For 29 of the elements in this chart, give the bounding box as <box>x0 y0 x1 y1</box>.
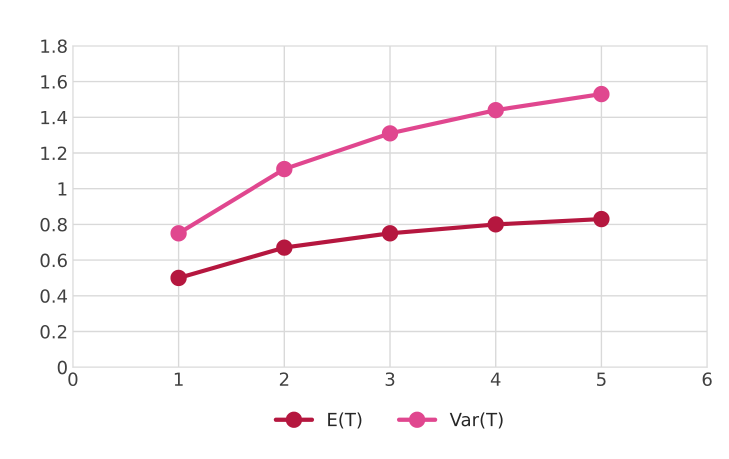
point <box>276 239 292 256</box>
point <box>170 270 187 286</box>
y-tick-label: 0.8 <box>40 218 67 232</box>
y-tick-label: 1.8 <box>41 39 67 54</box>
point <box>276 160 292 178</box>
y-tick-label: 1.4 <box>41 110 68 124</box>
x-tick-label: 6 <box>702 372 712 386</box>
x-tick-label: 1 <box>174 372 183 386</box>
y-tick-label: 1 <box>58 182 66 196</box>
point <box>488 216 504 233</box>
y-tick-label: 0.6 <box>40 254 67 268</box>
point <box>382 225 398 242</box>
point <box>488 102 504 118</box>
x-tick-label: 4 <box>490 372 500 386</box>
y-tick-label: 0.2 <box>40 324 66 339</box>
point <box>382 125 398 142</box>
point <box>593 210 610 228</box>
x-tick-label: 0 <box>68 372 78 386</box>
y-tick-label: 1.6 <box>41 75 67 89</box>
legend-label: E(T) <box>328 412 362 428</box>
legend-label: Var(T) <box>450 412 503 428</box>
y-tick-label: 0 <box>58 360 67 374</box>
x-tick-label: 2 <box>280 372 288 386</box>
point <box>170 225 187 242</box>
x-tick-label: 5 <box>597 372 606 386</box>
y-tick-label: 0.4 <box>40 289 68 303</box>
y-tick-label: 1.2 <box>41 146 66 160</box>
x-tick-label: 3 <box>386 372 394 386</box>
point <box>593 86 610 102</box>
